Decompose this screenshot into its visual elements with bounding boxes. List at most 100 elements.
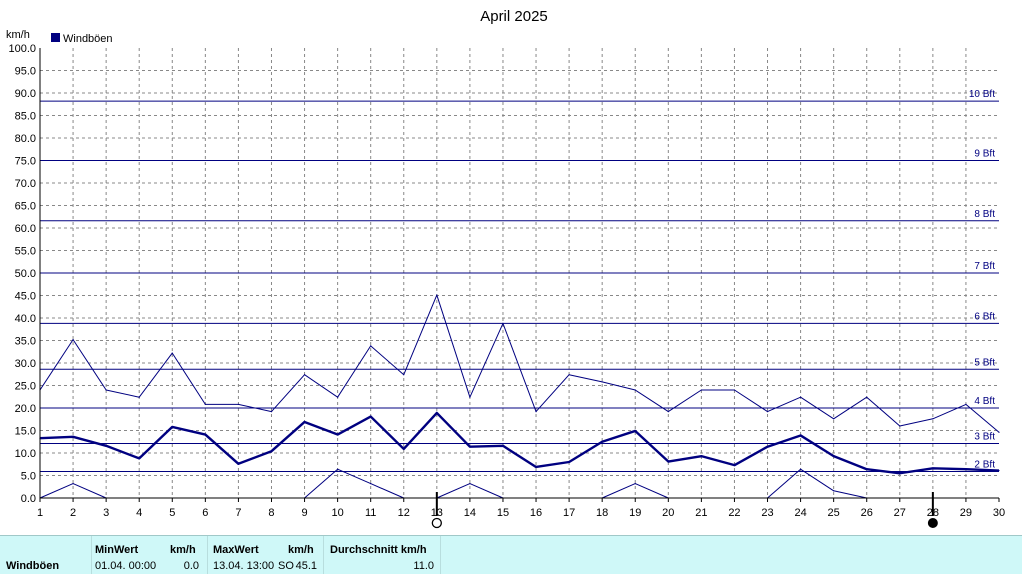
x-tick-label: 6 bbox=[202, 507, 208, 519]
beaufort-label: 6 Bft bbox=[974, 311, 995, 322]
data-point-mean bbox=[667, 460, 669, 463]
data-point-max bbox=[270, 411, 273, 413]
y-tick-label: 100.0 bbox=[8, 43, 36, 55]
data-point-max bbox=[436, 294, 438, 296]
y-tick-label: 0.0 bbox=[21, 493, 36, 505]
x-tick-label: 18 bbox=[596, 507, 608, 519]
data-point-max bbox=[932, 418, 934, 420]
data-point-max bbox=[303, 374, 306, 376]
data-point-mean bbox=[237, 463, 240, 465]
wind-gust-chart: April 2025 km/h Windböen 2 Bft 3 Bft 4 Bft… bbox=[6, 8, 1005, 529]
x-tick-label: 19 bbox=[629, 507, 641, 519]
data-point-min bbox=[370, 483, 372, 485]
data-point-mean bbox=[72, 436, 74, 438]
stats-max-header: MaxWert bbox=[213, 544, 259, 556]
y-tick-label: 35.0 bbox=[15, 336, 36, 348]
y-tick-label: 5.0 bbox=[21, 471, 36, 483]
data-point-max bbox=[502, 322, 504, 324]
x-tick-label: 8 bbox=[268, 507, 274, 519]
stats-avg-value: 11.0 bbox=[413, 560, 434, 572]
stats-row-label: Windböen bbox=[6, 560, 60, 572]
x-tick-label: 7 bbox=[235, 507, 241, 519]
x-tick-label: 14 bbox=[464, 507, 476, 519]
x-tick-label: 22 bbox=[728, 507, 740, 519]
x-tick-label: 9 bbox=[301, 507, 307, 519]
y-tick-label: 40.0 bbox=[15, 313, 36, 325]
x-tick-label: 24 bbox=[794, 507, 806, 519]
beaufort-label: 10 Bft bbox=[969, 89, 995, 100]
data-point-mean bbox=[965, 468, 967, 470]
data-point-max bbox=[105, 389, 107, 391]
data-point-max bbox=[535, 411, 537, 413]
new-moon-icon bbox=[927, 518, 938, 528]
data-point-mean bbox=[733, 464, 736, 466]
data-point-max bbox=[370, 345, 372, 347]
data-point-mean bbox=[799, 434, 802, 437]
data-point-max bbox=[965, 403, 967, 405]
beaufort-label: 7 Bft bbox=[974, 261, 995, 272]
full-moon-icon bbox=[431, 517, 442, 529]
y-tick-label: 30.0 bbox=[15, 358, 36, 370]
series-line-min bbox=[767, 468, 867, 499]
y-tick-label: 85.0 bbox=[15, 111, 36, 123]
data-point-mean bbox=[700, 455, 702, 457]
data-point-min bbox=[833, 490, 835, 492]
data-point-mean bbox=[502, 445, 504, 447]
x-tick-label: 15 bbox=[497, 507, 509, 519]
data-point-mean bbox=[204, 433, 206, 436]
stats-min-unit: km/h bbox=[170, 544, 196, 556]
x-tick-label: 4 bbox=[136, 507, 142, 519]
beaufort-label: 9 Bft bbox=[974, 149, 995, 160]
y-axis-unit: km/h bbox=[6, 29, 30, 41]
y-tick-label: 15.0 bbox=[15, 426, 36, 438]
data-point-mean bbox=[535, 466, 537, 468]
data-point-mean bbox=[998, 469, 1000, 472]
stats-min-value: 0.0 bbox=[183, 560, 199, 572]
data-point-mean bbox=[270, 450, 273, 452]
x-tick-label: 1 bbox=[37, 507, 43, 519]
y-tick-label: 75.0 bbox=[15, 156, 36, 168]
data-point-max bbox=[833, 418, 835, 420]
stats-avg-cell: Durchschnitt km/h 11.0 bbox=[323, 536, 441, 574]
data-point-max bbox=[138, 396, 140, 398]
data-point-mean bbox=[436, 412, 438, 414]
statistics-panel: Windböen MinWert km/h 01.04. 00:00 0.0 M… bbox=[0, 535, 1022, 574]
series-line-max bbox=[39, 294, 1000, 433]
data-point-max bbox=[337, 396, 339, 398]
y-tick-label: 55.0 bbox=[15, 246, 36, 258]
data-point-max bbox=[667, 411, 669, 413]
x-tick-label: 16 bbox=[530, 507, 542, 519]
y-tick-label: 25.0 bbox=[15, 381, 36, 393]
legend-swatch bbox=[51, 33, 60, 42]
data-point-max bbox=[204, 403, 206, 405]
data-point-mean bbox=[303, 421, 306, 423]
data-point-mean bbox=[568, 461, 570, 463]
data-point-max bbox=[237, 403, 240, 405]
data-point-max bbox=[733, 389, 736, 391]
x-tick-label: 5 bbox=[169, 507, 175, 519]
y-tick-label: 65.0 bbox=[15, 201, 36, 213]
data-point-max bbox=[766, 411, 769, 413]
x-tick-label: 26 bbox=[861, 507, 873, 519]
beaufort-label: 5 Bft bbox=[974, 357, 995, 368]
y-tick-label: 90.0 bbox=[15, 88, 36, 100]
stats-row-label-cell: Windböen bbox=[0, 536, 91, 574]
x-tick-label: 23 bbox=[761, 507, 773, 519]
series-line-min bbox=[601, 483, 669, 499]
data-point-min bbox=[72, 483, 74, 485]
data-point-mean bbox=[932, 467, 934, 469]
data-point-mean bbox=[403, 448, 405, 450]
stats-min-header: MinWert bbox=[95, 544, 139, 556]
data-point-mean bbox=[337, 433, 339, 436]
data-point-min bbox=[634, 483, 636, 485]
x-tick-label: 12 bbox=[398, 507, 410, 519]
beaufort-label: 8 Bft bbox=[974, 209, 995, 220]
data-point-mean bbox=[370, 415, 372, 418]
x-tick-label: 2 bbox=[70, 507, 76, 519]
x-tick-label: 17 bbox=[563, 507, 575, 519]
y-tick-label: 10.0 bbox=[15, 448, 36, 460]
x-tick-label: 27 bbox=[894, 507, 906, 519]
data-point-max bbox=[634, 389, 636, 391]
data-point-max bbox=[799, 396, 802, 398]
data-point-mean bbox=[833, 455, 835, 457]
